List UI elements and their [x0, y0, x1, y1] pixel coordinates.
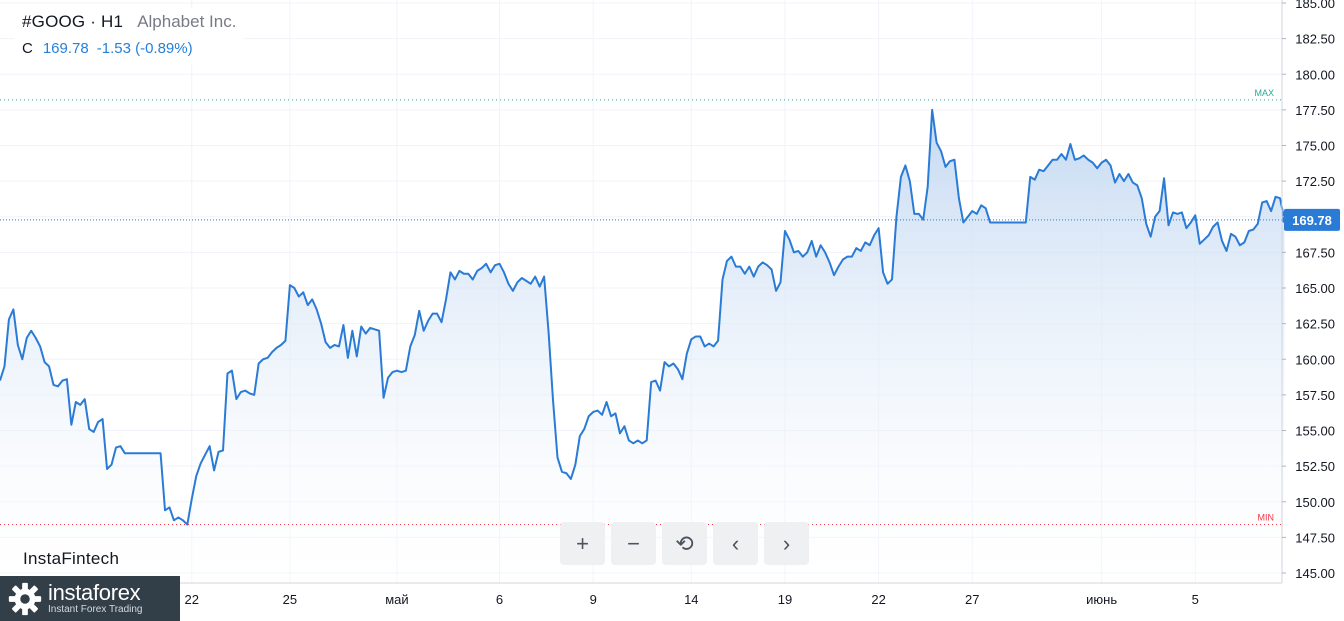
time-axis[interactable]: 22 25 май 6 9 14 19 22 27 июнь 5 — [0, 582, 1282, 607]
zoom-out-button[interactable]: − — [611, 522, 656, 565]
price-tick-label: 175.00 — [1295, 139, 1335, 154]
time-tick-label: июнь — [1086, 592, 1117, 607]
time-tick-label: май — [385, 592, 408, 607]
symbol-legend: #GOOG · H1 Alphabet Inc. C 169.78 -1.53 … — [14, 8, 245, 63]
scroll-right-button[interactable]: › — [764, 522, 809, 565]
brand-watermark: InstaFintech — [23, 549, 120, 568]
price-axis[interactable]: 145.00 147.50 150.00 152.50 155.00 157.50 160.… — [1281, 0, 1340, 583]
chevron-right-icon: › — [782, 530, 791, 556]
reset-button[interactable]: ⟲ — [662, 522, 707, 565]
price-area-fill — [0, 109, 1285, 583]
price-tick-label: 165.00 — [1295, 281, 1335, 296]
max-label: MAX — [1254, 88, 1274, 98]
time-tick-label: 19 — [778, 592, 792, 607]
time-tick-label: 27 — [965, 592, 979, 607]
reset-icon: ⟲ — [675, 530, 694, 556]
min-label: MIN — [1258, 513, 1275, 523]
time-tick-label: 6 — [496, 592, 503, 607]
price-tick-label: 177.50 — [1295, 103, 1335, 118]
price-tick-label: 150.00 — [1295, 495, 1335, 510]
price-tick-label: 180.00 — [1295, 67, 1335, 82]
price-tick-label: 145.00 — [1295, 566, 1335, 581]
price-tick-label: 167.50 — [1295, 245, 1335, 260]
chevron-left-icon: ‹ — [731, 530, 740, 556]
last-price-tag — [1284, 208, 1340, 231]
price-tick-label: 172.50 — [1295, 174, 1335, 189]
price-series-line — [0, 108, 1286, 526]
time-tick-label: 22 — [185, 592, 199, 607]
time-tick-label: 25 — [283, 592, 297, 607]
price-tick-label: 152.50 — [1295, 459, 1335, 474]
last-price-tag-label: 169.78 — [1292, 213, 1332, 228]
time-tick-label: 9 — [590, 592, 597, 607]
price-change: -1.53 (-0.89%) — [96, 40, 193, 57]
price-tick-label: 147.50 — [1295, 530, 1335, 545]
price-tick-label: 157.50 — [1295, 388, 1335, 403]
chart-controls: + − ⟲ ‹ › — [560, 522, 809, 565]
price-tick-label: 162.50 — [1295, 317, 1335, 332]
time-tick-label: 5 — [1192, 592, 1199, 607]
close-price: 169.78 — [42, 40, 89, 57]
logo-name: instaforex — [48, 580, 141, 605]
instaforex-logo[interactable]: instaforex Instant Forex Trading — [0, 576, 180, 621]
price-tick-label: 182.50 — [1295, 32, 1335, 47]
company-name: Alphabet Inc. — [137, 12, 237, 31]
close-label: C — [22, 40, 33, 57]
price-tick-label: 155.00 — [1295, 424, 1335, 439]
gear-logo-icon — [8, 582, 42, 615]
price-tick-label: 160.00 — [1295, 352, 1335, 367]
time-tick-label: 22 — [871, 592, 885, 607]
plus-icon: + — [576, 530, 589, 556]
symbol-title[interactable]: #GOOG · H1 — [22, 12, 124, 31]
zoom-in-button[interactable]: + — [560, 522, 605, 565]
price-tick-label: 185.00 — [1295, 0, 1335, 11]
logo-tagline: Instant Forex Trading — [48, 604, 143, 615]
scroll-left-button[interactable]: ‹ — [713, 522, 758, 565]
minus-icon: − — [627, 530, 640, 556]
time-tick-label: 14 — [684, 592, 698, 607]
price-area — [0, 109, 1285, 583]
